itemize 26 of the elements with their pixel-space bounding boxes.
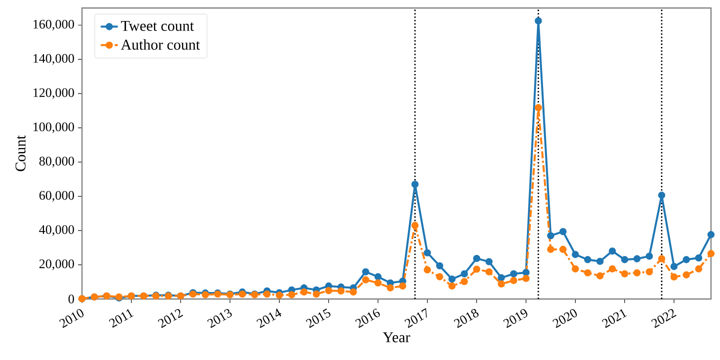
- x-tick-label: 2022: [651, 309, 676, 328]
- x-tick-label: 2021: [602, 309, 628, 328]
- y-tick-label: 20,000: [39, 259, 74, 270]
- x-tick-label: 2020: [552, 309, 577, 328]
- x-tick-label: 2012: [158, 309, 184, 328]
- x-tick-label: 2019: [503, 309, 528, 328]
- x-tick-label: 2017: [404, 308, 427, 328]
- y-tick-label: 100,000: [34, 122, 74, 134]
- y-tick-label: 0: [68, 294, 74, 304]
- x-axis-title: Year: [382, 332, 410, 342]
- y-tick-label: 140,000: [34, 54, 74, 65]
- x-tick-label: 2018: [454, 308, 479, 328]
- x-tick-label: 2014: [256, 308, 282, 328]
- x-tick-label: 2010: [59, 309, 84, 328]
- y-tick-label: 80,000: [39, 156, 74, 168]
- x-tick-label: 2011: [108, 309, 134, 328]
- x-tick-label: 2016: [355, 308, 380, 328]
- y-axis-title: Count: [16, 135, 26, 172]
- y-tick-label: 160,000: [34, 20, 74, 30]
- legend-label: Author count: [120, 39, 200, 50]
- y-tick-label: 40,000: [39, 225, 74, 236]
- y-tick-label: 120,000: [34, 88, 74, 99]
- legend-label: Tweet count: [121, 20, 194, 31]
- x-tick-label: 2013: [207, 309, 232, 328]
- y-tick-label: 60,000: [39, 190, 74, 202]
- x-tick-label: 2015: [306, 308, 330, 328]
